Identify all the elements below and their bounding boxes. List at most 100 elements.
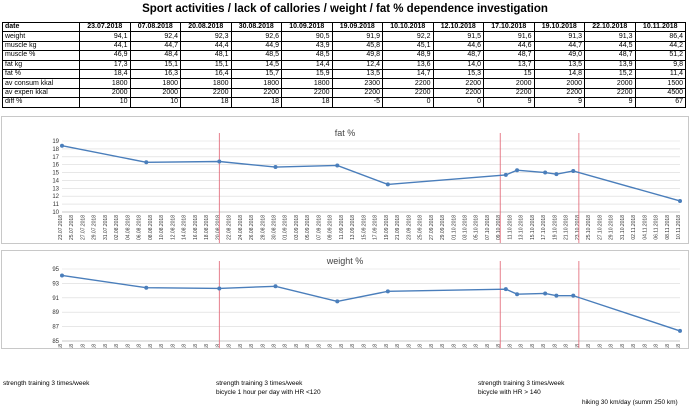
x-tick-label: 29.10.2018: [609, 344, 615, 348]
table-cell: 13,9: [584, 59, 636, 70]
data-point: [571, 293, 576, 298]
x-tick-label: 08.08.2018: [148, 215, 154, 240]
x-tick-label: 26.08.2018: [249, 215, 255, 240]
table-row: fat kg 17,3 15,1 15,1 14,5 14,4 12,4 13,6 14,0 13…: [2, 59, 686, 70]
x-tick-label: 13.10.2018: [519, 215, 525, 240]
table-cell: 91,3: [584, 31, 636, 42]
table-cell: 2200: [331, 87, 383, 99]
table-cell: 44,6: [432, 40, 484, 52]
y-tick-label: 19: [52, 139, 59, 145]
table-cell: 2200: [281, 87, 333, 99]
y-tick-label: 18: [52, 147, 59, 153]
table-cell: 13,7: [483, 59, 535, 70]
data-point: [678, 328, 682, 333]
data-point: [385, 182, 390, 187]
data-point: [144, 160, 149, 165]
x-tick-label: 12.08.2018: [170, 344, 176, 348]
x-tick-label: 21.09.2018: [395, 215, 401, 240]
table-cell: 2000: [129, 87, 181, 99]
table-cell: 2200: [432, 87, 484, 99]
table-cell: 2200: [382, 78, 434, 89]
table-row: weight 94,1 92,4 92,3 92,6 90,5 91,9 92,2 91,5 91…: [2, 31, 686, 42]
table-cell: 2200: [382, 87, 434, 99]
x-tick-label: 02.08.2018: [114, 344, 120, 348]
table-cell: 14,7: [382, 68, 434, 80]
x-tick-label: 24.08.2018: [238, 344, 244, 348]
x-tick-label: 11.10.2018: [507, 215, 513, 240]
x-tick-label: 03.10.2018: [463, 215, 469, 240]
table-cell: 2200: [230, 87, 282, 99]
table-cell: 14,0: [432, 59, 484, 70]
x-tick-label: 10.11.2018: [676, 215, 682, 240]
table-cell: 17,3: [79, 59, 131, 70]
table-cell: 15,9: [281, 68, 333, 80]
data-point: [273, 165, 278, 170]
x-tick-label: 10.08.2018: [159, 215, 165, 240]
x-tick-label: 27.10.2018: [597, 215, 603, 240]
table-cell: 10: [79, 97, 131, 108]
table-cell: 92,2: [382, 31, 434, 42]
x-tick-label: 07.09.2018: [316, 215, 322, 240]
x-tick-label: 19.10.2018: [552, 344, 558, 348]
table-cell: 48,4: [129, 50, 181, 61]
x-tick-label: 29.07.2018: [92, 215, 98, 240]
table-cell: 11,4: [634, 68, 686, 80]
table-cell: 2000: [79, 87, 131, 99]
table-cell: 1800: [281, 78, 333, 89]
x-tick-label: 09.10.2018: [496, 344, 502, 348]
table-cell: 48,1: [180, 50, 232, 61]
table-cell: 44,4: [180, 40, 232, 52]
x-tick-label: 13.10.2018: [519, 344, 525, 348]
table-date-header: 17.10.2018: [483, 21, 535, 33]
x-tick-label: 11.09.2018: [339, 215, 345, 240]
table-cell: 15,1: [180, 59, 232, 70]
table-cell: 18: [230, 97, 282, 108]
table-cell: 18: [281, 97, 333, 108]
table-cell: 48,7: [584, 50, 636, 61]
table-cell: 12,4: [331, 59, 383, 70]
x-tick-label: 23.07.2018: [58, 215, 64, 240]
period-annotation: hiking 30 km/day (summ 250 km): [582, 399, 678, 406]
table-cell: 86,4: [634, 31, 686, 42]
table-cell: 0: [382, 97, 434, 108]
x-tick-label: 04.08.2018: [125, 344, 131, 348]
table-cell: 2000: [584, 78, 636, 89]
x-tick-label: 09.09.2018: [328, 215, 334, 240]
table-row: diff % 10 10 18 18 18 -5 0 0 9 9 9 67: [2, 97, 686, 108]
x-tick-label: 25.09.2018: [418, 344, 424, 348]
table-cell: 2200: [584, 87, 636, 99]
table-cell: 44,6: [483, 40, 535, 52]
x-tick-label: 13.09.2018: [350, 344, 356, 348]
data-point: [60, 143, 64, 148]
table-cell: 13,6: [382, 59, 434, 70]
x-tick-label: 19.09.2018: [384, 215, 390, 240]
x-tick-label: 21.10.2018: [564, 344, 570, 348]
table-cell: 45,8: [331, 40, 383, 52]
row-label: fat kg: [2, 59, 80, 70]
x-tick-label: 01.09.2018: [283, 215, 289, 240]
x-tick-label: 29.09.2018: [440, 344, 446, 348]
table-cell: 46,9: [79, 50, 131, 61]
x-tick-label: 10.08.2018: [159, 344, 165, 348]
x-tick-label: 01.10.2018: [451, 344, 457, 348]
table-cell: 0: [432, 97, 484, 108]
x-tick-label: 08.11.2018: [665, 215, 671, 240]
table-cell: 2300: [331, 78, 383, 89]
period-annotation: bicycle 1 hour per day with HR <120: [216, 389, 321, 396]
table-cell: 48,9: [382, 50, 434, 61]
data-point: [273, 284, 278, 289]
table-header-row: date 23.07.2018 07.08.2018 20.08.2018 30.08.…: [2, 21, 686, 33]
data-point: [515, 292, 520, 297]
table-cell: 44,9: [230, 40, 282, 52]
x-tick-label: 27.09.2018: [429, 215, 435, 240]
x-tick-label: 31.10.2018: [620, 215, 626, 240]
x-tick-label: 17.09.2018: [373, 344, 379, 348]
table-cell: 67: [634, 97, 686, 108]
x-tick-label: 18.08.2018: [204, 344, 210, 348]
x-tick-label: 04.11.2018: [642, 215, 648, 240]
table-row: av consum kkal 1800 1800 1800 1800 1800 2300 22…: [2, 78, 686, 89]
x-tick-label: 16.08.2018: [193, 215, 199, 240]
table-cell: 94,1: [79, 31, 131, 42]
period-annotation: strength training 3 times/week: [216, 380, 303, 387]
x-tick-label: 29.09.2018: [440, 215, 446, 240]
